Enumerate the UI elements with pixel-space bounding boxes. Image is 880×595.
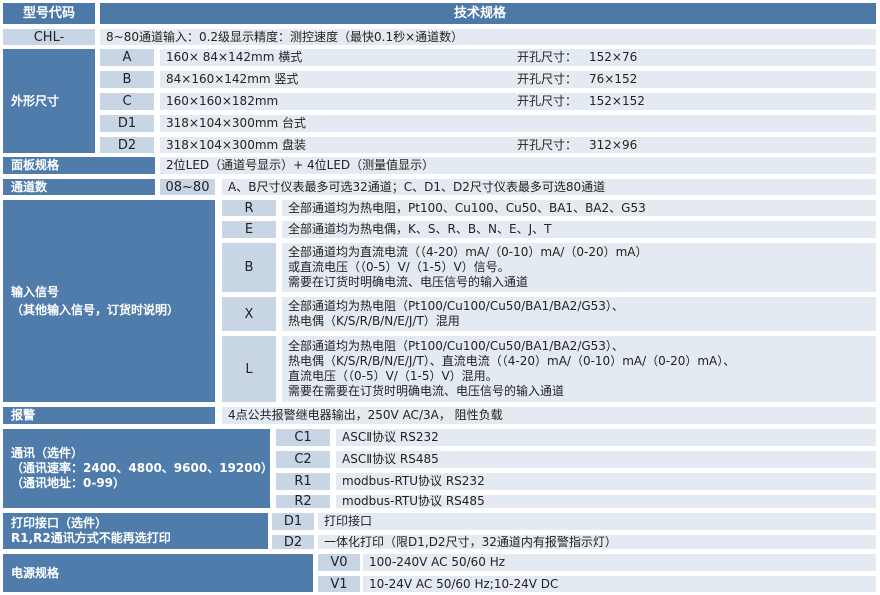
dimension-code: D2 — [100, 137, 154, 153]
alarm-description: 4点公共报警继电器输出，250V AC/3A， 阻性负载 — [222, 407, 876, 424]
dimension-row: 160×160×182mm 开孔尺寸： 152×152 — [160, 93, 876, 110]
input-signal-code: B — [222, 243, 276, 292]
cutout: 开孔尺寸： 76×152 — [517, 72, 637, 87]
dimension-size: 160×160×182mm — [166, 94, 279, 108]
description-line: 热电偶（K/S/R/B/N/E/J/T）、直流电流（（4-20）mA/（0-10… — [288, 354, 736, 368]
print-note: R1,R2通讯方式不能再选打印 — [11, 531, 171, 545]
channels-description: A、B尺寸仪表最多可选32通道；C、D1、D2尺寸仪表最多可选80通道 — [222, 179, 876, 195]
print-option-description: 一体化打印（限D1,D2尺寸，32通道内有报警指示灯） — [318, 535, 876, 549]
cutout-label: 开孔尺寸： — [517, 94, 578, 108]
comm-option-description: ASCⅡ协议 RS232 — [336, 429, 876, 446]
description-line: 全部通道均为直流电流（（4-20）mA/（0-10）mA/（0-20）mA） — [288, 245, 648, 259]
dimension-size: 160× 84×142mm 横式 — [166, 50, 303, 64]
comm-label-cell: 通讯（选件） （通讯速率：2400、4800、9600、19200） （通讯地址… — [3, 429, 273, 508]
dimension-row: 318×104×300mm 盘装 开孔尺寸： 312×96 — [160, 137, 876, 153]
print-label: 打印接口（选件） — [11, 516, 108, 530]
power-option-code: V1 — [318, 576, 360, 592]
comm-rate: （通讯速率：2400、4800、9600、19200） — [11, 461, 273, 475]
input-signal-label-cell: 输入信号 （其他输入信号，订货时说明） — [3, 200, 215, 402]
description-line: 热电偶（K/S/R/B/N/E/J/T）混用 — [288, 314, 460, 328]
dimension-row: 160× 84×142mm 横式 开孔尺寸： 152×76 — [160, 49, 876, 66]
dimension-code: A — [100, 49, 154, 66]
dimension-size: 318×104×300mm 盘装 — [166, 137, 307, 152]
cutout-size: 152×152 — [589, 94, 645, 108]
input-signal-description: 全部通道均为热电阻（Pt100/Cu100/Cu50/BA1/BA2/G53）、… — [282, 336, 876, 402]
channels-code: 08~80 — [160, 179, 215, 195]
cutout: 开孔尺寸： 152×152 — [517, 94, 645, 109]
cutout-size: 312×96 — [589, 137, 638, 152]
description-line: 全部通道均为热电阻（Pt100/Cu100/Cu50/BA1/BA2/G53）、 — [288, 339, 624, 353]
power-option-code: V0 — [318, 554, 360, 571]
description-line: 或直流电压（（0-5）V/（1-5）V）信号。 — [288, 260, 510, 274]
description-line: 需要在订货时明确电流、电压信号的输入通道 — [288, 275, 529, 289]
comm-option-code: R2 — [276, 494, 330, 509]
print-label-cell: 打印接口（选件） R1,R2通讯方式不能再选打印 — [3, 513, 268, 549]
cutout-size: 152×76 — [589, 50, 638, 64]
comm-option-description: ASCⅡ协议 RS485 — [336, 451, 876, 468]
description-line: 全部通道均为热电阻（Pt100/Cu100/Cu50/BA1/BA2/G53）、 — [288, 299, 624, 313]
channels-label: 通道数 — [3, 179, 155, 195]
comm-option-code: C1 — [276, 429, 330, 446]
input-signal-code: L — [222, 336, 276, 402]
input-signal-description: 全部通道均为热电阻，Pt100、Cu100、Cu50、BA1、BA2、G53 — [282, 200, 876, 216]
description-line: 全部通道均为热电偶，K、S、R、B、N、E、J、T — [288, 222, 552, 236]
alarm-label: 报警 — [3, 407, 215, 424]
power-option-description: 10-24V AC 50/60 Hz;10-24V DC — [363, 576, 876, 592]
comm-option-code: R1 — [276, 473, 330, 490]
input-signal-code: E — [222, 221, 276, 238]
cutout: 开孔尺寸： 152×76 — [517, 50, 637, 65]
power-label: 电源规格 — [3, 554, 313, 592]
input-signal-description: 全部通道均为热电阻（Pt100/Cu100/Cu50/BA1/BA2/G53）、… — [282, 297, 876, 331]
cutout-label: 开孔尺寸： — [517, 50, 578, 64]
print-option-code: D1 — [272, 513, 314, 530]
cutout-label: 开孔尺寸： — [517, 72, 578, 86]
print-option-description: 打印接口 — [318, 513, 876, 530]
header-model-code: 型号代码 — [3, 3, 95, 24]
input-signal-description: 全部通道均为热电偶，K、S、R、B、N、E、J、T — [282, 221, 876, 238]
model-description: 8~80通道输入：0.2级显示精度：测控速度（最快0.1秒×通道数） — [100, 29, 876, 45]
panel-description: 2位LED（通道号显示）+ 4位LED（测量值显示） — [160, 157, 876, 174]
dimension-size: 318×104×300mm 台式 — [166, 116, 307, 130]
dimension-code: C — [100, 93, 154, 110]
comm-option-description: modbus-RTU协议 RS485 — [336, 494, 876, 508]
description-line: 需要在需要在订货时明确电流、电压信号的输入通道 — [288, 384, 565, 398]
panel-label: 面板规格 — [3, 157, 155, 174]
dimension-row: 84×160×142mm 竖式 开孔尺寸： 76×152 — [160, 71, 876, 88]
header-tech-spec: 技术规格 — [100, 3, 876, 24]
input-signal-code: R — [222, 200, 276, 216]
input-signal-code: X — [222, 297, 276, 331]
description-line: 直流电压（（0-5）V/（1-5）V）混用。 — [288, 369, 498, 383]
cutout-size: 76×152 — [589, 72, 638, 86]
dimension-row: 318×104×300mm 台式 — [160, 115, 876, 132]
comm-option-code: C2 — [276, 451, 330, 468]
dimension-size: 84×160×142mm 竖式 — [166, 72, 299, 86]
comm-label: 通讯（选件） — [11, 446, 84, 460]
power-option-description: 100-240V AC 50/60 Hz — [363, 554, 876, 571]
comm-address: （通讯地址：0-99） — [11, 476, 126, 490]
description-line: 全部通道均为热电阻，Pt100、Cu100、Cu50、BA1、BA2、G53 — [288, 200, 646, 215]
dimensions-label: 外形尺寸 — [3, 49, 95, 153]
dimension-code: B — [100, 71, 154, 88]
cutout: 开孔尺寸： 312×96 — [517, 138, 637, 153]
input-signal-label: 输入信号 — [11, 284, 60, 299]
input-signal-description: 全部通道均为直流电流（（4-20）mA/（0-10）mA/（0-20）mA） 或直… — [282, 243, 876, 292]
model-prefix: CHL- — [3, 29, 95, 45]
comm-option-description: modbus-RTU协议 RS232 — [336, 473, 876, 490]
input-signal-sublabel: （其他输入信号，订货时说明） — [11, 302, 180, 317]
cutout-label: 开孔尺寸： — [517, 137, 578, 152]
print-option-code: D2 — [272, 535, 314, 550]
dimension-code: D1 — [100, 115, 154, 132]
